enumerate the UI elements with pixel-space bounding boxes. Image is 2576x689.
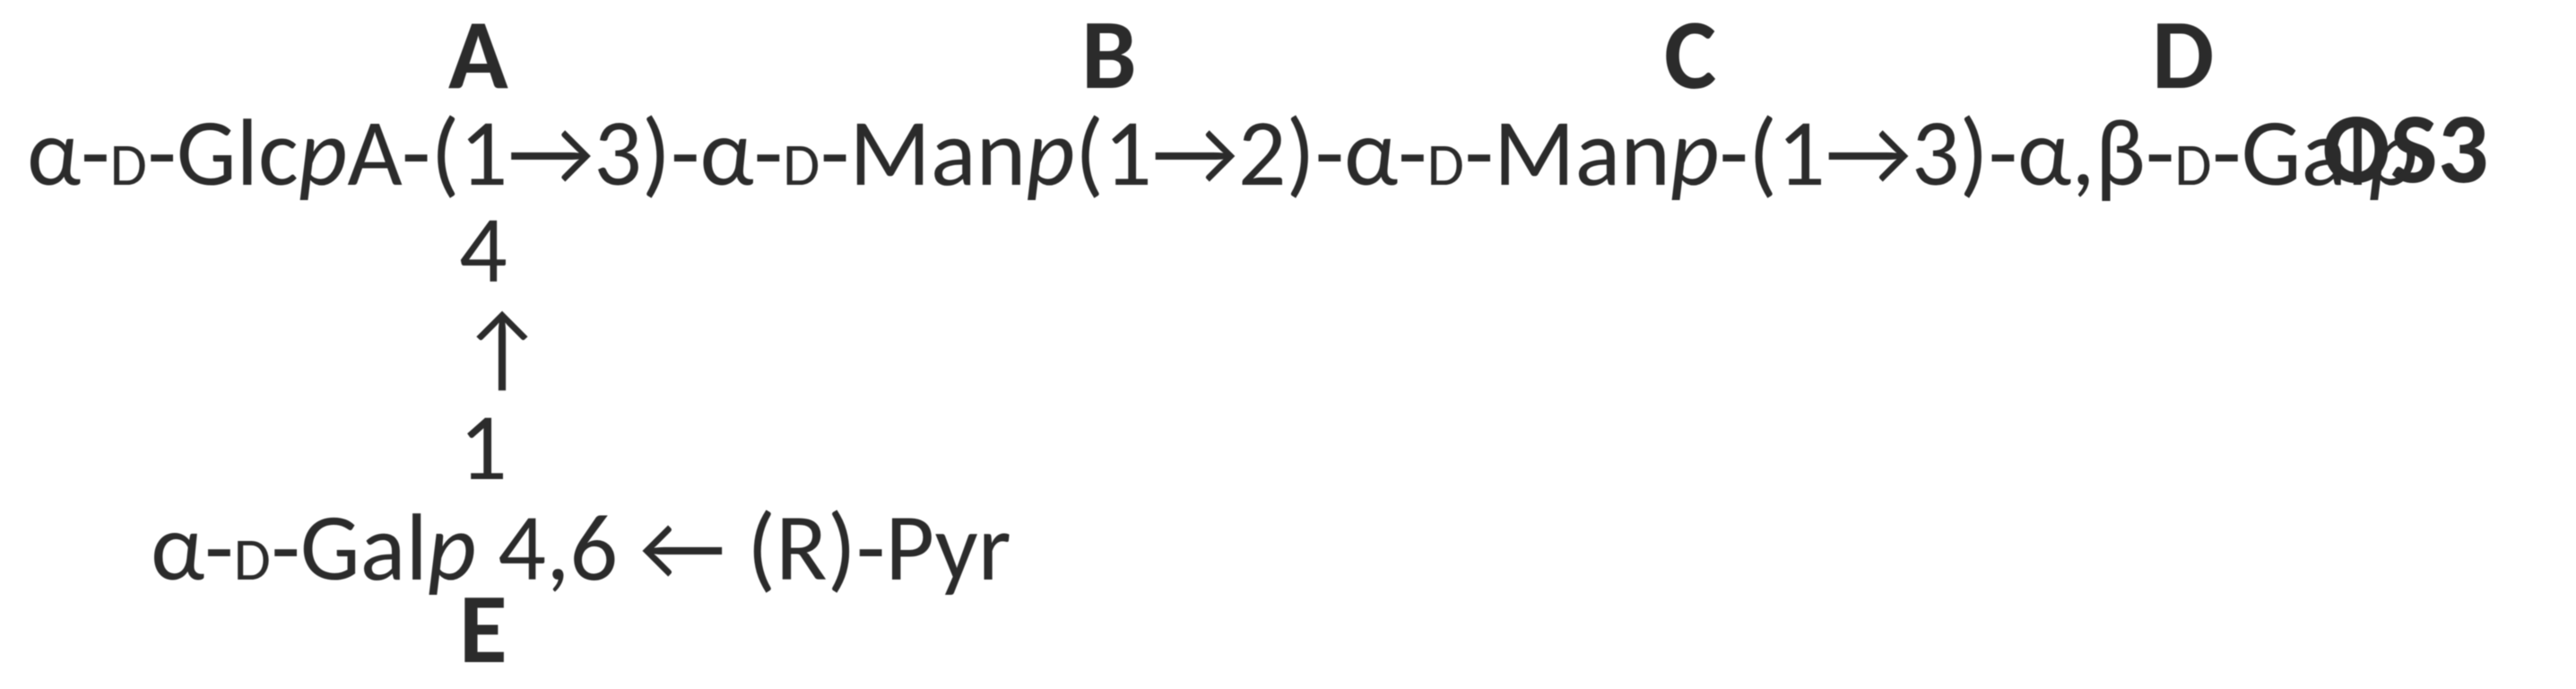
main-chain-sequence: α-d-GlcpA-(1→3)-α-d-Manp(1→2)-α-d-Manp-(… (27, 106, 2417, 201)
chemistry-oligosaccharide-notation: A B C D OS3 α-d-GlcpA-(1→3)-α-d-Manp(1→2… (0, 0, 2576, 653)
linkage-position-4: 4 (459, 203, 507, 298)
branch-chain-sequence: α-d-Galp 4,6 ← (R)-Pyr (151, 501, 1011, 596)
residue-label-B: B (1081, 5, 1137, 104)
linkage-arrow-up: ↑ (459, 301, 545, 397)
residue-label-C: C (1664, 5, 1716, 104)
residue-label-A: A (448, 5, 508, 104)
residue-label-E: E (459, 580, 507, 678)
residue-label-D: D (2152, 5, 2214, 104)
linkage-position-1: 1 (459, 400, 507, 495)
